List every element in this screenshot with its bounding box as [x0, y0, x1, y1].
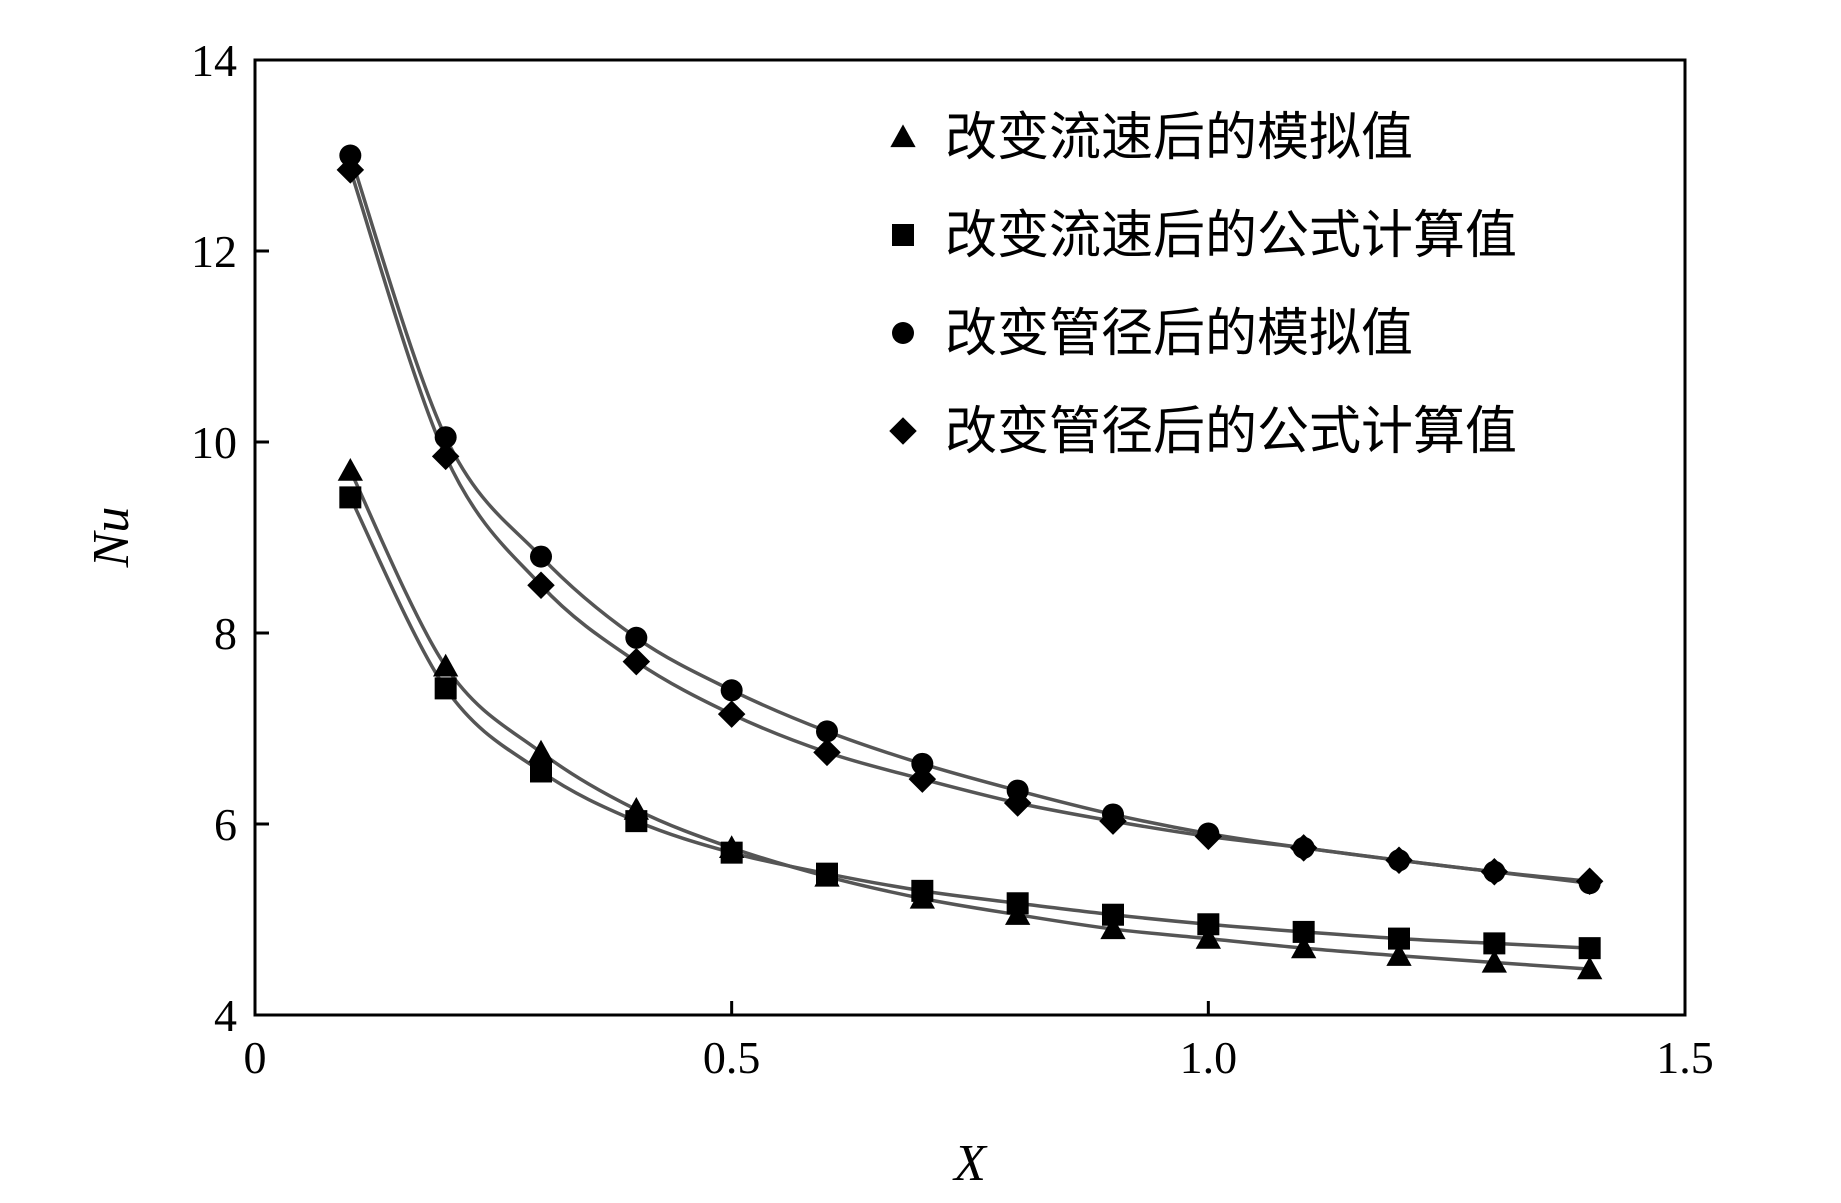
triangle-marker — [337, 458, 363, 481]
y-tick-label: 4 — [214, 990, 237, 1041]
square-marker — [1197, 913, 1220, 936]
square-marker — [1292, 920, 1315, 943]
diamond-marker — [908, 765, 937, 793]
x-tick-label: 1.5 — [1656, 1032, 1714, 1083]
diamond-marker — [717, 700, 746, 728]
legend-label: 改变流速后的模拟值 — [945, 108, 1413, 168]
data-points — [336, 144, 1604, 980]
legend-label: 改变流速后的公式计算值 — [945, 206, 1517, 266]
circle-marker — [434, 426, 457, 449]
y-tick-label: 14 — [191, 35, 237, 86]
triangle-marker — [1195, 925, 1221, 949]
square-marker — [434, 677, 457, 700]
series-curve-triangle — [348, 469, 1590, 971]
diamond-marker — [336, 156, 365, 184]
triangle-marker — [1481, 949, 1507, 973]
square-marker — [1102, 903, 1124, 926]
circle-marker — [816, 720, 838, 743]
square-marker — [1483, 932, 1506, 955]
x-axis-title: X — [952, 1135, 988, 1192]
triangle-marker — [528, 739, 554, 763]
y-tick-label: 8 — [214, 608, 237, 659]
circle-marker — [530, 545, 552, 568]
square-marker — [911, 879, 934, 902]
diamond-marker — [1575, 867, 1604, 896]
circle-marker — [720, 679, 743, 702]
diamond-marker — [622, 647, 651, 676]
x-tick-label: 0 — [244, 1032, 267, 1083]
legend-square-marker — [892, 224, 914, 246]
square-marker — [625, 810, 648, 833]
circle-marker — [911, 752, 934, 775]
diamond-marker — [1289, 834, 1318, 862]
x-tick-label: 0.5 — [703, 1032, 761, 1083]
triangle-marker — [1291, 935, 1317, 959]
square-marker — [1006, 892, 1029, 915]
triangle-marker — [1100, 916, 1126, 940]
circle-marker — [625, 626, 648, 649]
diamond-marker — [1194, 822, 1223, 851]
triangle-marker — [1577, 956, 1603, 980]
diamond-marker — [527, 571, 555, 599]
square-marker — [339, 486, 362, 509]
legend-label: 改变管径后的公式计算值 — [945, 402, 1517, 462]
square-marker — [720, 841, 743, 864]
x-tick-label: 1.0 — [1180, 1032, 1238, 1083]
diamond-marker — [1099, 807, 1127, 835]
y-tick-label: 10 — [191, 417, 237, 468]
diamond-marker — [1003, 789, 1032, 817]
diamond-marker — [431, 442, 460, 471]
circle-marker — [339, 144, 362, 167]
square-marker — [1578, 937, 1601, 960]
y-tick-label: 12 — [191, 226, 237, 277]
axis-ticks: 0 0.5 1.0 1.5 4 6 8 10 12 14 — [191, 35, 1714, 1083]
square-marker — [1388, 927, 1410, 950]
square-marker — [530, 760, 552, 783]
diamond-marker — [1480, 858, 1509, 886]
legend-circle-marker — [892, 322, 914, 344]
legend-diamond-marker — [889, 417, 917, 445]
legend-label: 改变管径后的模拟值 — [945, 304, 1413, 364]
legend-triangle-marker — [890, 124, 916, 148]
y-axis-title: Nu — [83, 507, 140, 569]
triangle-marker — [1386, 943, 1412, 966]
diamond-marker — [813, 738, 841, 767]
y-tick-label: 6 — [214, 799, 237, 850]
plot-frame — [253, 58, 1687, 1017]
square-marker — [816, 862, 838, 885]
triangle-marker — [433, 653, 459, 677]
diamond-marker — [1385, 846, 1413, 875]
